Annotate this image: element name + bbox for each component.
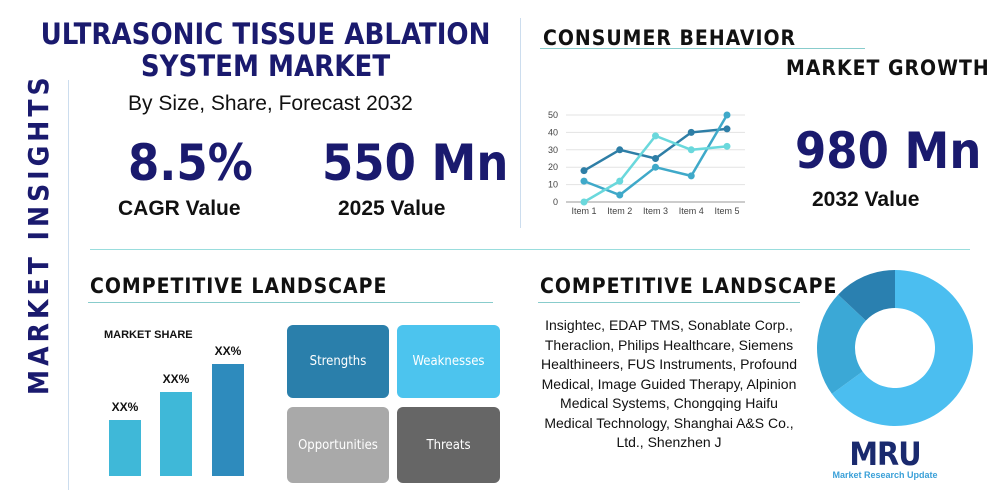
consumer-title: CONSUMER BEHAVIOR [543, 26, 797, 50]
subtitle: By Size, Share, Forecast 2032 [128, 92, 413, 115]
value-2032: 980 Mn [795, 122, 982, 180]
data-point [580, 198, 588, 206]
x-tick-label: Item 5 [714, 206, 739, 216]
value-2025: 550 Mn [322, 134, 509, 192]
vertical-divider [520, 18, 521, 228]
data-point [723, 142, 731, 150]
data-point [723, 111, 731, 119]
y-tick-label: 50 [548, 110, 558, 120]
x-tick-label: Item 4 [679, 206, 704, 216]
data-point [652, 132, 659, 140]
data-point [616, 191, 624, 199]
line-chart: 0 10 20 30 40 50 Item 1 Item 2 Item 3 Item 4 Item … [548, 110, 745, 216]
swot-opportunities: Opportunities [287, 407, 389, 483]
bar-3 [212, 364, 244, 476]
growth-title: MARKET GROWTH [786, 56, 990, 80]
logo: MRU Market Research Update [830, 438, 940, 480]
donut-slice-3 [838, 270, 895, 321]
data-point [616, 146, 624, 154]
donut-slice-2 [817, 294, 866, 394]
cagr-label: CAGR Value [118, 197, 241, 220]
x-tick-label: Item 2 [607, 206, 632, 216]
bar-label: XX% [162, 372, 190, 386]
data-point [580, 177, 588, 185]
horizontal-divider [90, 249, 970, 250]
y-tick-label: 20 [548, 162, 558, 172]
swot-strengths: Strengths [287, 325, 389, 398]
swot-weaknesses: Weaknesses [397, 325, 500, 398]
bar-2 [160, 392, 192, 476]
market-share-label: MARKET SHARE [104, 329, 193, 341]
consumer-underline [540, 48, 865, 49]
logo-text: Market Research Update [832, 470, 938, 480]
data-point [616, 177, 624, 185]
label-2025: 2025 Value [338, 197, 446, 220]
data-point [652, 155, 659, 162]
bar-chart: XX% XX% XX% [100, 330, 260, 500]
competitive-title-right: COMPETITIVE LANDSCAPE [540, 274, 838, 298]
label-2032: 2032 Value [812, 188, 920, 211]
bar-label: XX% [111, 400, 139, 414]
swot-threats: Threats [397, 407, 500, 483]
company-list: Insightec, EDAP TMS, Sonablate Corp., Th… [540, 317, 797, 450]
y-tick-label: 40 [548, 127, 558, 137]
cagr-value: 8.5% [128, 134, 253, 192]
y-tick-label: 0 [553, 197, 558, 207]
donut-slice-1 [831, 270, 973, 426]
left-underline [88, 302, 493, 303]
x-tick-label: Item 3 [643, 206, 668, 216]
logo-mark: MRU [849, 435, 921, 473]
bar-label: XX% [214, 344, 242, 358]
data-point [723, 125, 731, 133]
data-point [687, 172, 695, 180]
data-point [652, 163, 659, 171]
side-label: MARKET INSIGHTS [22, 73, 55, 395]
data-point [580, 167, 588, 175]
donut-chart [817, 270, 973, 426]
data-point [687, 146, 695, 154]
bar-1 [109, 420, 141, 476]
competitive-title-left: COMPETITIVE LANDSCAPE [90, 274, 388, 298]
side-divider [68, 80, 69, 490]
data-point [687, 128, 695, 136]
x-tick-label: Item 1 [571, 206, 596, 216]
y-tick-label: 30 [548, 145, 558, 155]
y-tick-label: 10 [548, 180, 558, 190]
page-title: ULTRASONIC TISSUE ABLATION SYSTEM MARKET [40, 17, 491, 83]
right-underline [538, 302, 800, 303]
